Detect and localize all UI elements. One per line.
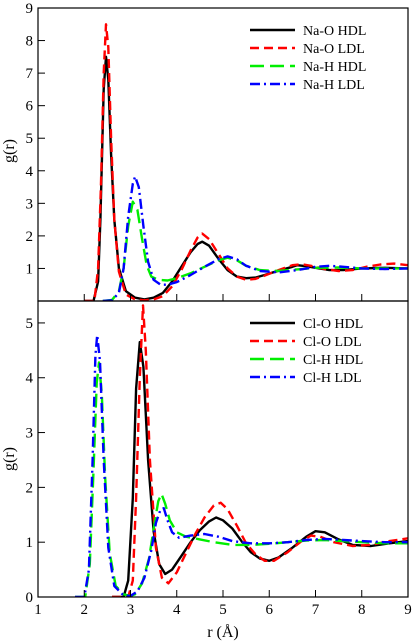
- top-series-group: [84, 23, 408, 301]
- legend-label: Na-O LDL: [303, 42, 365, 57]
- series-line-cl-h-ldl: [75, 333, 408, 597]
- y-tick-label: 4: [26, 371, 34, 387]
- y-tick-label: 2: [26, 480, 34, 496]
- legend-label: Na-H HDL: [303, 60, 366, 75]
- x-axis-label: r (Å): [207, 623, 239, 641]
- x-tick-label: 3: [127, 602, 135, 618]
- legend-label: Cl-H HDL: [303, 353, 363, 368]
- series-line-cl-o-hdl: [112, 340, 408, 597]
- x-tick-label: 7: [312, 602, 320, 618]
- y-tick-label: 1: [26, 535, 34, 551]
- bottom-legend: Cl-O HDL Cl-O LDL Cl-H HDL Cl-H LDL: [250, 317, 363, 386]
- y-tick-label: 5: [26, 131, 34, 147]
- y-tick-label: 9: [26, 1, 34, 17]
- y-tick-label: 1: [26, 261, 34, 277]
- series-line-na-h-hdl: [102, 200, 408, 301]
- series-line-cl-o-ldl: [112, 304, 408, 597]
- legend-label: Cl-O HDL: [303, 317, 363, 332]
- x-tick-label: 9: [404, 602, 412, 618]
- y-tick-label: 4: [26, 164, 34, 180]
- x-tick-label: 4: [173, 602, 181, 618]
- y-tick-label: 6: [26, 99, 34, 115]
- legend-label: Cl-H LDL: [303, 371, 362, 386]
- y-tick-label: 7: [26, 66, 34, 82]
- y-tick-label: 5: [26, 316, 34, 332]
- y-tick-label: 8: [26, 34, 34, 50]
- y-tick-label: 3: [26, 426, 34, 442]
- bottom-y-axis-label: g(r): [1, 447, 18, 471]
- y-tick-label: 2: [26, 229, 34, 245]
- bottom-series-group: [75, 304, 408, 597]
- x-tick-label: 6: [266, 602, 274, 618]
- top-y-axis-label: g(r): [1, 139, 18, 163]
- x-tick-label: 2: [81, 602, 89, 618]
- x-tick-label: 8: [358, 602, 366, 618]
- series-line-cl-h-hdl: [75, 361, 408, 597]
- legend-label: Cl-O LDL: [303, 335, 362, 350]
- y-tick-label: 0: [26, 590, 34, 606]
- legend-label: Na-H LDL: [303, 78, 365, 93]
- top-legend: Na-O HDL Na-O LDL Na-H HDL Na-H LDL: [250, 24, 366, 93]
- x-tick-label: 1: [34, 602, 42, 618]
- y-tick-label: 3: [26, 196, 34, 212]
- legend-label: Na-O HDL: [303, 24, 366, 39]
- x-tick-label: 5: [219, 602, 227, 618]
- series-line-na-h-ldl: [102, 175, 408, 301]
